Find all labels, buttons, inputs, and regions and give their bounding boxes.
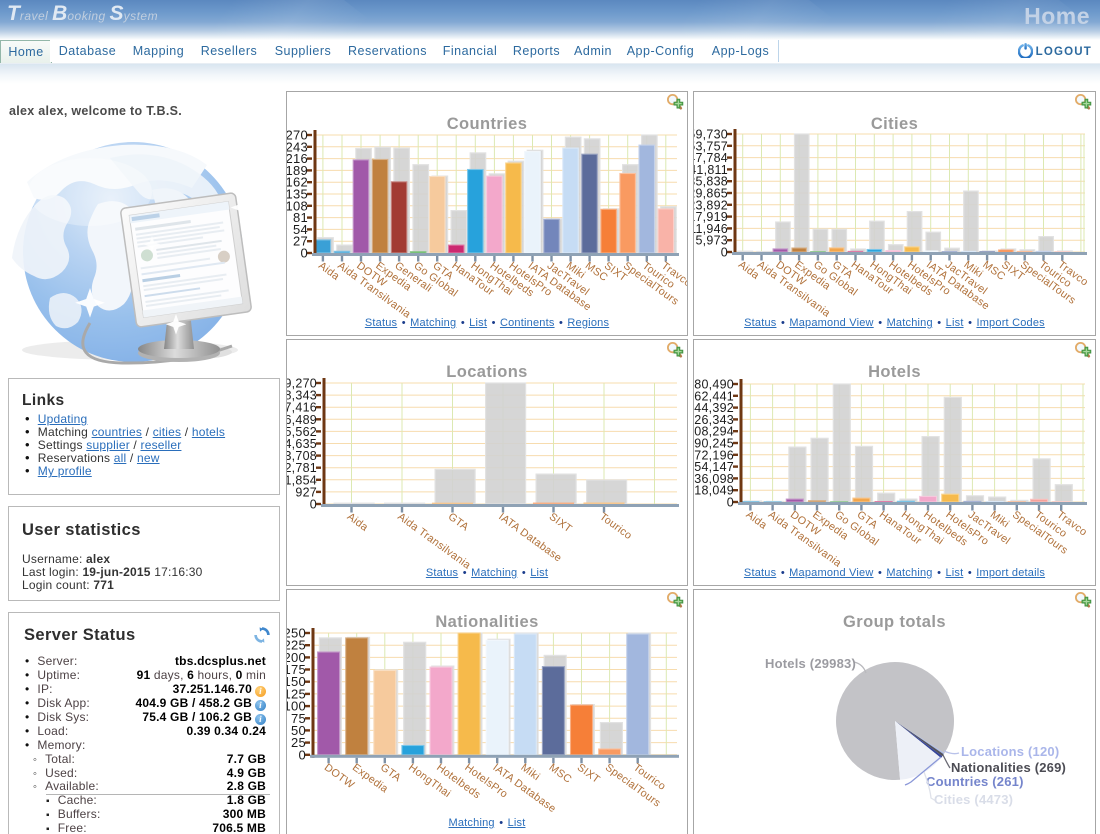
svg-text:Tourico: Tourico (597, 511, 634, 542)
svg-text:250: 250 (287, 626, 306, 641)
svg-text:108: 108 (287, 198, 308, 213)
svg-text:SIXT: SIXT (575, 762, 603, 787)
svg-text:162,441: 162,441 (694, 389, 734, 403)
svg-text:50: 50 (291, 723, 306, 738)
svg-text:200: 200 (287, 650, 306, 665)
svg-text:125: 125 (287, 686, 306, 701)
svg-text:225: 225 (287, 638, 306, 653)
svg-text:4,635: 4,635 (287, 437, 317, 451)
svg-text:25: 25 (291, 735, 306, 750)
svg-text:36,098: 36,098 (694, 472, 734, 486)
svg-text:Aida: Aida (345, 511, 371, 534)
svg-text:9,270: 9,270 (287, 377, 317, 391)
svg-text:6,489: 6,489 (287, 413, 317, 427)
svg-text:0: 0 (310, 498, 317, 512)
svg-text:MSC: MSC (547, 762, 574, 786)
svg-text:0: 0 (301, 246, 308, 261)
svg-text:DOTW: DOTW (322, 762, 357, 792)
svg-text:216: 216 (287, 151, 308, 166)
svg-text:17,919: 17,919 (694, 210, 728, 224)
svg-text:81: 81 (293, 210, 308, 225)
svg-text:90,245: 90,245 (694, 437, 734, 451)
svg-text:23,892: 23,892 (694, 198, 728, 212)
svg-text:35,838: 35,838 (694, 175, 728, 189)
svg-text:927: 927 (295, 485, 317, 499)
svg-text:18,049: 18,049 (694, 484, 734, 498)
svg-text:59,730: 59,730 (694, 128, 728, 142)
svg-text:126,343: 126,343 (694, 413, 734, 427)
svg-text:108,294: 108,294 (694, 425, 734, 439)
svg-text:47,784: 47,784 (694, 151, 728, 165)
svg-text:Aida: Aida (744, 509, 770, 532)
svg-text:0: 0 (727, 496, 734, 510)
svg-text:1,854: 1,854 (287, 473, 317, 487)
svg-text:243: 243 (287, 139, 308, 154)
svg-text:270: 270 (287, 128, 308, 143)
svg-text:75: 75 (291, 711, 306, 726)
svg-text:5,562: 5,562 (287, 425, 317, 439)
svg-text:53,757: 53,757 (694, 139, 728, 153)
svg-text:54: 54 (293, 222, 308, 237)
svg-text:SIXT: SIXT (547, 511, 575, 536)
svg-text:Hotels (29983): Hotels (29983) (765, 656, 856, 671)
svg-text:0: 0 (721, 246, 728, 260)
svg-text:5,973: 5,973 (695, 234, 728, 248)
svg-text:72,196: 72,196 (694, 448, 734, 462)
svg-text:11,946: 11,946 (694, 222, 728, 236)
svg-text:189: 189 (287, 163, 308, 178)
svg-text:27: 27 (293, 234, 308, 249)
svg-text:175: 175 (287, 662, 306, 677)
svg-text:GTA: GTA (446, 511, 471, 534)
svg-text:135: 135 (287, 187, 308, 202)
svg-text:162: 162 (287, 175, 308, 190)
svg-text:Cities (4473): Cities (4473) (934, 792, 1013, 807)
svg-text:Nationalities (269): Nationalities (269) (951, 760, 1066, 775)
svg-text:7,416: 7,416 (287, 401, 317, 415)
svg-text:2,781: 2,781 (287, 461, 317, 475)
svg-text:150: 150 (287, 674, 306, 689)
svg-text:0: 0 (299, 747, 306, 762)
svg-text:180,490: 180,490 (694, 378, 734, 392)
svg-text:Countries (261): Countries (261) (926, 774, 1024, 789)
svg-text:3,708: 3,708 (287, 449, 317, 463)
svg-text:41,811: 41,811 (694, 163, 728, 177)
svg-text:Locations (120): Locations (120) (961, 744, 1059, 759)
svg-text:29,865: 29,865 (694, 187, 728, 201)
svg-text:8,343: 8,343 (287, 389, 317, 403)
svg-text:100: 100 (287, 699, 306, 714)
svg-text:144,392: 144,392 (694, 401, 734, 415)
svg-text:54,147: 54,147 (694, 460, 734, 474)
